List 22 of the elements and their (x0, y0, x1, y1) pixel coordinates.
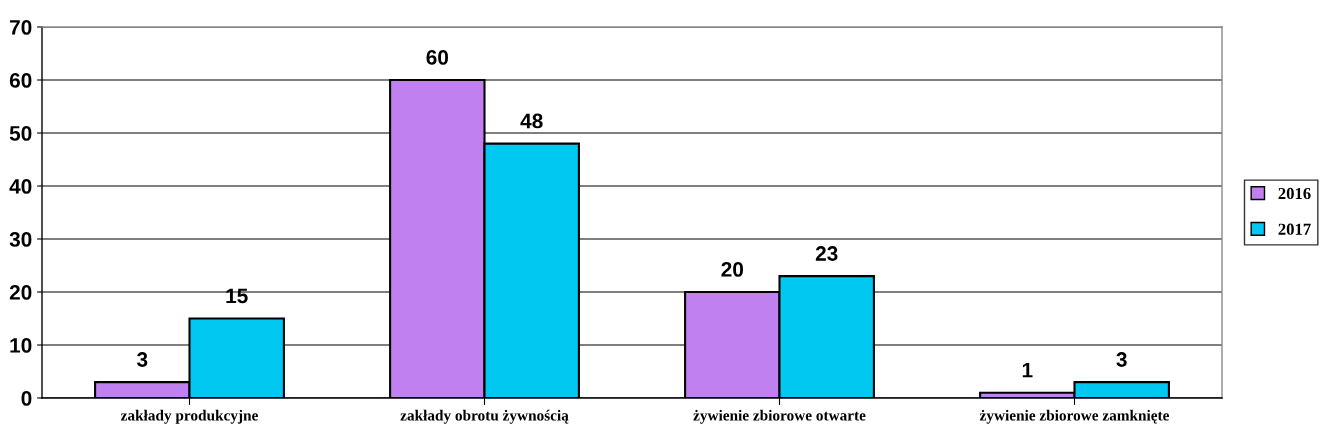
y-tick-label: 70 (10, 20, 32, 35)
data-label: 3 (1116, 352, 1127, 367)
x-tick-label: żywienie zbiorowe otwarte (693, 409, 866, 424)
data-label: 1 (1022, 362, 1033, 378)
legend-label: 2016 (1278, 187, 1311, 200)
y-tick-label: 20 (9, 285, 32, 300)
data-label: 48 (520, 113, 543, 129)
x-tick-label: żywienie zbiorowe zamknięte (979, 409, 1169, 424)
data-label: 60 (426, 50, 449, 65)
data-label: 20 (721, 262, 744, 277)
y-tick-label: 0 (21, 391, 32, 406)
y-tick-label: 60 (9, 73, 32, 88)
y-tick-label: 10 (10, 338, 32, 353)
y-tick-label: 40 (9, 179, 32, 194)
x-tick-label: zakłady produkcyjne (120, 409, 258, 424)
data-label: 3 (136, 352, 148, 367)
y-tick-label: 30 (9, 232, 32, 247)
y-tick-label: 50 (9, 126, 32, 141)
x-tick-label: zakłady obrotu żywnością (400, 409, 569, 424)
legend-label: 2017 (1278, 223, 1311, 235)
data-label: 15 (226, 288, 248, 304)
data-label: 23 (815, 246, 838, 261)
